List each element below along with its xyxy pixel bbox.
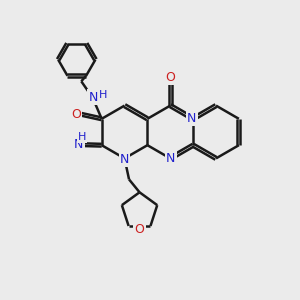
Text: N: N xyxy=(120,153,129,166)
Text: H: H xyxy=(78,132,86,142)
Text: N: N xyxy=(187,112,196,125)
Text: N: N xyxy=(74,138,83,151)
Text: N: N xyxy=(166,152,176,165)
Text: N: N xyxy=(88,91,98,104)
Text: O: O xyxy=(71,108,81,121)
Text: H: H xyxy=(99,90,107,100)
Text: O: O xyxy=(135,223,145,236)
Text: O: O xyxy=(165,71,175,84)
